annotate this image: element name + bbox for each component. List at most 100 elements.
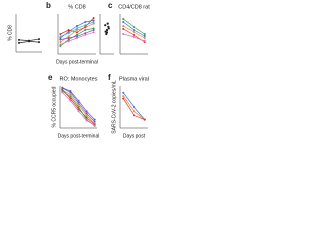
- y-axis-label: % CD8: [7, 25, 13, 41]
- data-point: [28, 39, 30, 42]
- data-point: [133, 114, 135, 117]
- data-point: [92, 21, 95, 23]
- data-point: [76, 37, 78, 39]
- panel-label: c: [108, 1, 113, 10]
- data-point: [77, 108, 80, 111]
- chart-title: CD4/CD8 rat: [118, 4, 150, 10]
- data-point: [92, 22, 95, 25]
- data-point: [18, 41, 20, 44]
- data-point: [122, 97, 125, 100]
- data-point: [133, 26, 135, 28]
- data-point: [104, 24, 107, 27]
- data-point: [106, 22, 109, 25]
- data-point: [67, 37, 70, 39]
- data-point: [76, 35, 78, 38]
- data-point: [93, 124, 96, 127]
- data-point: [67, 38, 70, 41]
- data-point: [84, 24, 87, 27]
- data-point: [143, 37, 146, 39]
- data-point: [59, 35, 62, 38]
- data-point: [143, 33, 146, 35]
- data-point: [77, 103, 80, 106]
- data-point: [122, 28, 125, 30]
- data-point: [38, 41, 40, 44]
- panel-label: e: [48, 73, 53, 82]
- data-point: [69, 93, 72, 96]
- axes: [15, 14, 42, 53]
- series-line: [122, 98, 145, 120]
- chart-title: % CD8: [68, 4, 85, 10]
- chart-title: RO: Monocytes: [60, 76, 98, 82]
- data-point: [92, 17, 95, 19]
- data-point: [77, 110, 80, 113]
- data-point: [76, 33, 78, 36]
- data-point: [84, 33, 87, 36]
- data-point: [69, 99, 72, 102]
- data-point: [122, 25, 125, 27]
- axes: [99, 14, 114, 55]
- data-point: [84, 21, 87, 23]
- data-point: [84, 32, 87, 35]
- data-point: [38, 38, 40, 41]
- data-point: [18, 38, 20, 41]
- data-point: [133, 110, 135, 113]
- data-point: [92, 27, 95, 30]
- data-point: [85, 110, 88, 113]
- data-point: [143, 40, 146, 42]
- data-point: [93, 118, 96, 121]
- data-point: [85, 114, 88, 117]
- data-point: [76, 27, 78, 30]
- data-point: [69, 90, 72, 93]
- figure: % CD8 b % CD8 Days post-terminal c CD4/CD8 ra…: [7, 1, 150, 139]
- data-point: [67, 35, 70, 38]
- data-point: [61, 88, 64, 91]
- data-point: [133, 29, 135, 31]
- data-point: [76, 25, 78, 27]
- axes: [59, 86, 97, 129]
- data-point: [76, 31, 78, 34]
- data-point: [85, 112, 88, 115]
- data-point: [67, 32, 70, 35]
- data-point: [105, 28, 109, 32]
- data-point: [59, 45, 62, 47]
- data-point: [85, 119, 88, 122]
- data-point: [59, 37, 62, 39]
- panel-label: f: [108, 73, 111, 82]
- data-point: [122, 95, 125, 98]
- data-point: [61, 91, 64, 94]
- data-point: [122, 21, 125, 23]
- data-point: [77, 101, 80, 104]
- axes: [119, 14, 148, 55]
- x-axis-label: Days post-terminal: [56, 59, 98, 65]
- data-point: [69, 95, 72, 98]
- data-point: [122, 18, 125, 20]
- y-axis-label: SARS-CoV-2 copies/mL: [111, 80, 117, 134]
- panel-label: b: [46, 1, 51, 10]
- data-point: [107, 27, 110, 30]
- data-point: [84, 25, 87, 28]
- data-point: [59, 43, 62, 46]
- data-point: [133, 36, 135, 38]
- data-point: [84, 29, 87, 31]
- chart-title: Plasma viral: [119, 76, 149, 82]
- data-point: [59, 33, 62, 35]
- axes: [119, 86, 148, 129]
- data-point: [92, 31, 95, 34]
- data-point: [77, 99, 80, 102]
- x-axis-label: Days post-terminal: [58, 133, 100, 139]
- data-point: [67, 30, 70, 33]
- data-point: [59, 38, 62, 41]
- y-axis-label: % CCR5 occupied: [51, 86, 57, 127]
- data-point: [67, 40, 70, 43]
- data-point: [92, 29, 95, 31]
- data-point: [133, 34, 135, 36]
- data-point: [67, 29, 70, 31]
- axes: [57, 14, 96, 55]
- data-point: [133, 106, 135, 108]
- data-point: [105, 31, 109, 34]
- data-point: [122, 33, 125, 35]
- data-point: [77, 106, 80, 108]
- data-point: [59, 41, 62, 43]
- data-point: [133, 31, 135, 33]
- data-point: [85, 116, 88, 119]
